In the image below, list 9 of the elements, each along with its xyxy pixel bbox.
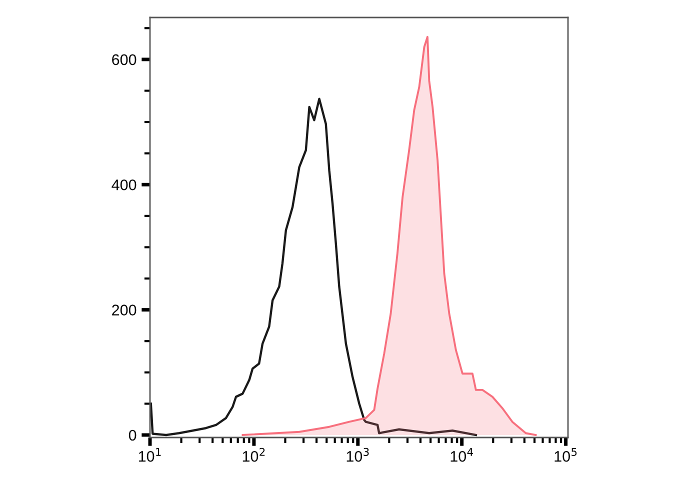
y-tick-label: 0 — [128, 430, 136, 441]
x-tick-label: 10$^{5}$ — [554, 448, 577, 462]
x-tick-label: 10$^{2}$ — [242, 448, 265, 462]
y-tick-label: 200 — [112, 304, 136, 316]
y-tick-label: 400 — [112, 179, 136, 190]
x-tick-label: 10$^{3}$ — [346, 448, 369, 462]
x-tick-label: 10$^{4}$ — [450, 448, 473, 462]
y-tick-label: 600 — [112, 54, 136, 66]
x-tick-label: 10$^{1}$ — [138, 448, 161, 462]
